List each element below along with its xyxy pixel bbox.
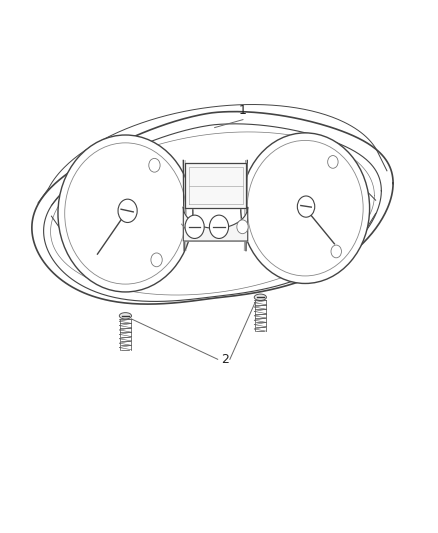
Circle shape: [149, 158, 160, 172]
FancyBboxPatch shape: [271, 247, 293, 265]
Polygon shape: [185, 163, 246, 208]
Ellipse shape: [58, 135, 193, 292]
Ellipse shape: [119, 313, 131, 319]
Polygon shape: [32, 111, 393, 304]
Circle shape: [331, 245, 342, 258]
Circle shape: [328, 156, 338, 168]
Circle shape: [118, 199, 137, 222]
Text: 2: 2: [222, 353, 230, 366]
FancyBboxPatch shape: [117, 247, 138, 265]
Text: 1: 1: [239, 103, 247, 117]
Circle shape: [209, 215, 229, 238]
Circle shape: [185, 215, 204, 238]
Ellipse shape: [241, 133, 370, 284]
Circle shape: [151, 253, 162, 266]
Polygon shape: [184, 207, 248, 241]
Circle shape: [237, 220, 248, 233]
Circle shape: [297, 196, 315, 217]
Ellipse shape: [254, 294, 266, 301]
